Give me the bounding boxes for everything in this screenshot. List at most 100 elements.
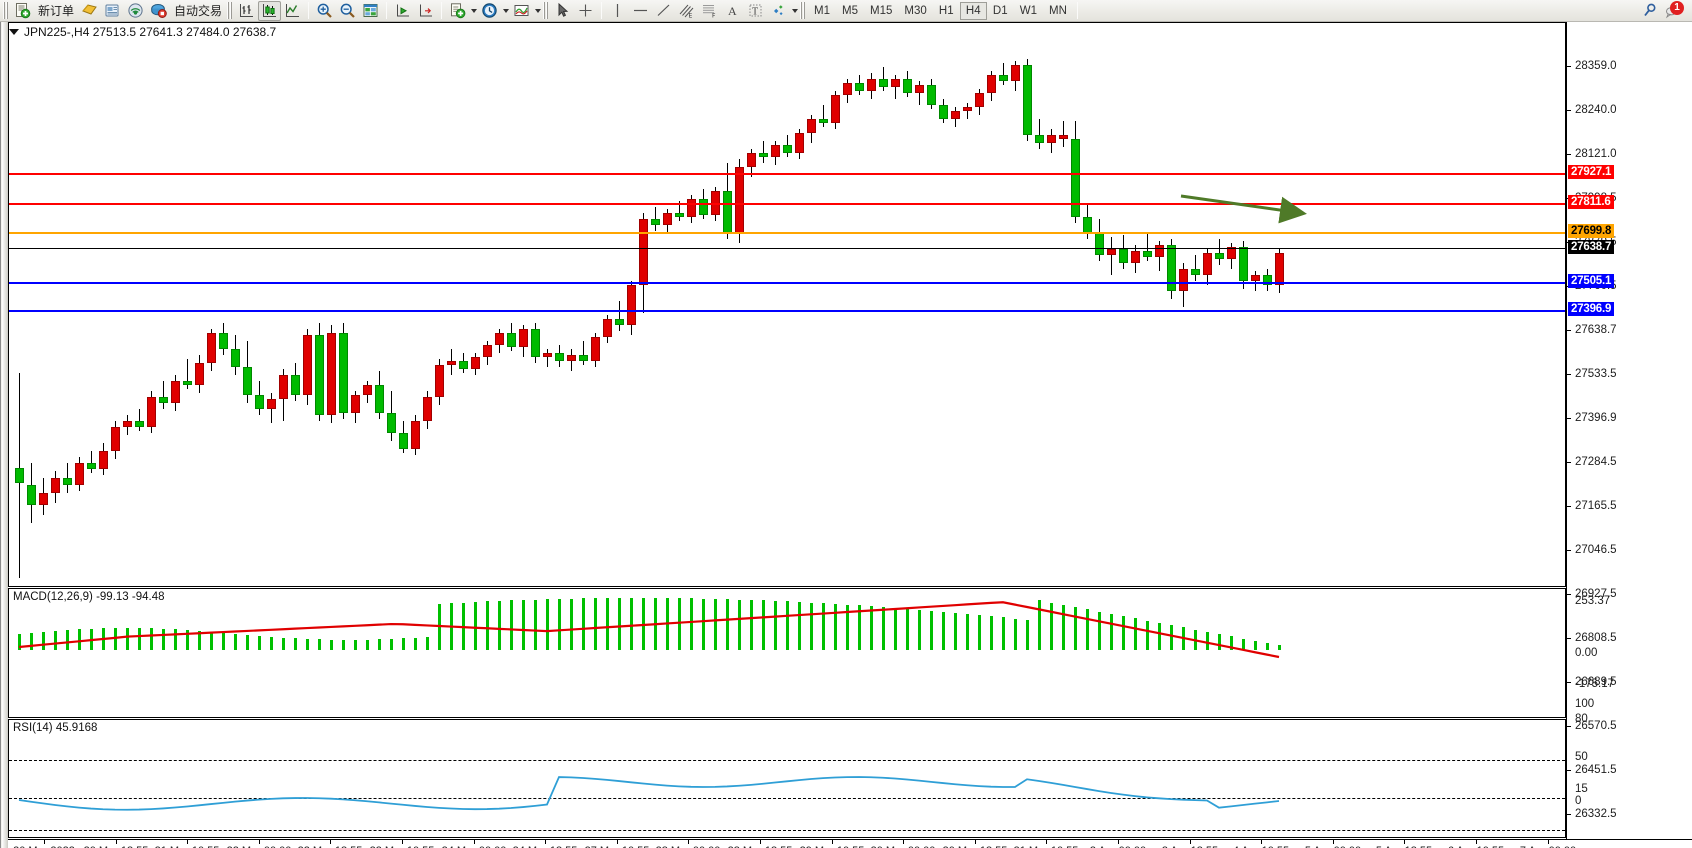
price-level-line-27638.7[interactable] — [9, 248, 1565, 249]
profile-icon[interactable] — [78, 1, 101, 21]
signals-icon[interactable] — [124, 1, 147, 21]
price-level-line-27505.1[interactable] — [9, 282, 1565, 284]
vline-icon[interactable] — [606, 1, 629, 21]
timeframe-mn[interactable]: MN — [1049, 4, 1067, 17]
timeframe-h4[interactable]: H4 — [959, 1, 987, 20]
price-level-badge-27505.1[interactable]: 27505.1 — [1568, 274, 1615, 288]
candle-wick — [163, 381, 164, 409]
price-level-badge-27396.9[interactable]: 27396.9 — [1568, 302, 1615, 316]
main-toolbar: 新订单 — [0, 0, 1692, 22]
toolbar-grip-4[interactable] — [800, 2, 806, 19]
timeframe-d1[interactable]: D1 — [992, 4, 1008, 17]
auto-trading-label[interactable]: 自动交易 — [174, 4, 223, 18]
news-icon[interactable] — [101, 1, 124, 21]
chart-vertical-scroll-rail[interactable] — [1, 22, 8, 848]
macd-histogram-bar — [78, 629, 81, 650]
macd-histogram-bar — [1122, 616, 1125, 650]
text-icon[interactable]: T — [744, 1, 767, 21]
hline-icon[interactable] — [629, 1, 652, 21]
chart-area[interactable]: JPN225-,H4 27513.5 27641.3 27484.0 27638… — [0, 22, 1692, 848]
rsi-indicator-panel[interactable]: RSI(14) 45.9168 — [8, 719, 1566, 838]
timeframe-h1[interactable]: H1 — [938, 4, 954, 17]
price-level-line-27699.8[interactable] — [9, 232, 1565, 234]
zoom-in-icon[interactable] — [313, 1, 336, 21]
time-scale-axis[interactable]: 20 Mar 2023 20 Mar 18:55 21 Mar 10:55 22 Ma… — [8, 839, 1692, 848]
alerts-badge-count: 1 — [1670, 0, 1684, 15]
price-chart-panel[interactable] — [8, 22, 1566, 587]
macd-scale-zero: 0.00 — [1575, 647, 1598, 659]
timeframe-m30[interactable]: M30 — [904, 4, 927, 17]
time-tick-label: 21 Mar 10:55 — [155, 845, 220, 848]
search-icon[interactable] — [1638, 1, 1661, 21]
candle-body — [759, 153, 768, 157]
templates-icon[interactable] — [446, 1, 469, 21]
candle-body — [171, 381, 180, 403]
candle-wick — [1003, 63, 1004, 85]
price-level-badge-27811.6[interactable]: 27811.6 — [1568, 195, 1614, 209]
macd-histogram-bar — [1038, 600, 1041, 650]
time-tick-label: 7 Apr 00:00 — [1520, 845, 1576, 848]
macd-histogram-bar — [654, 598, 657, 650]
indicators-icon[interactable] — [510, 1, 533, 21]
price-level-badge-27927.1[interactable]: 27927.1 — [1568, 165, 1615, 179]
equidistant-channel-icon[interactable]: E — [675, 1, 698, 21]
macd-histogram-bar — [990, 616, 993, 650]
crosshair-icon[interactable] — [574, 1, 597, 21]
chart-menu-caret-icon[interactable] — [9, 29, 19, 35]
toolbar-grip-3[interactable] — [543, 2, 549, 19]
timeframe-m1[interactable]: M1 — [814, 4, 831, 17]
candle-body — [75, 463, 84, 485]
auto-scroll-icon[interactable] — [391, 1, 414, 21]
price-tick-label: 27533.5 — [1575, 368, 1617, 380]
time-tick-label: 30 Mar 00:00 — [871, 845, 936, 848]
candle-body — [735, 167, 744, 233]
price-level-badge-27638.7[interactable]: 27638.7 — [1568, 240, 1615, 254]
candle-wick — [583, 341, 584, 365]
timeframe-m15[interactable]: M15 — [870, 4, 893, 17]
trendline-icon[interactable] — [652, 1, 675, 21]
macd-histogram-bar — [1206, 631, 1209, 650]
price-level-line-27811.6[interactable] — [9, 203, 1565, 205]
new-order-icon[interactable] — [11, 1, 34, 21]
zoom-out-icon[interactable] — [336, 1, 359, 21]
price-level-line-27396.9[interactable] — [9, 310, 1565, 312]
candle-body — [351, 395, 360, 413]
alerts-icon[interactable]: 1 — [1661, 0, 1684, 21]
objects-dropdown-caret-icon[interactable] — [790, 9, 799, 13]
candle-body — [771, 145, 780, 157]
auto-trading-icon[interactable] — [147, 1, 170, 21]
indicators-dropdown-caret-icon[interactable] — [533, 9, 542, 13]
fibonacci-icon[interactable]: F — [698, 1, 721, 21]
macd-histogram-bar — [150, 628, 153, 650]
timeframe-w1[interactable]: W1 — [1019, 4, 1037, 17]
timeframe-m5[interactable]: M5 — [842, 4, 858, 17]
templates-dropdown-caret-icon[interactable] — [469, 9, 478, 13]
period-icon[interactable] — [478, 1, 501, 21]
period-dropdown-caret-icon[interactable] — [501, 9, 510, 13]
text-label-icon[interactable]: A — [721, 1, 744, 21]
macd-histogram-bar — [1194, 629, 1197, 650]
macd-histogram-bar — [414, 637, 417, 650]
candle-body — [1083, 217, 1092, 233]
toolbar-grip-2[interactable] — [227, 2, 233, 19]
new-order-label[interactable]: 新订单 — [38, 4, 75, 18]
candle-body — [963, 107, 972, 111]
candlestick-icon[interactable] — [258, 0, 282, 21]
price-scale-axis[interactable]: 28359.028240.028121.027998.527879.527760… — [1566, 22, 1692, 839]
price-level-badge-27699.8[interactable]: 27699.8 — [1568, 224, 1615, 238]
macd-indicator-panel[interactable]: MACD(12,26,9) -99.13 -94.48 — [8, 588, 1566, 718]
time-tick — [44, 840, 45, 844]
chart-shift-icon[interactable] — [414, 1, 437, 21]
bar-chart-icon[interactable] — [235, 1, 258, 21]
candle-body — [543, 353, 552, 357]
candle-body — [1191, 269, 1200, 275]
price-level-line-27927.1[interactable] — [9, 173, 1565, 175]
candle-body — [39, 493, 48, 505]
objects-icon[interactable] — [767, 1, 790, 21]
data-window-icon[interactable] — [359, 1, 382, 21]
toolbar-grip-1[interactable] — [3, 2, 8, 19]
candle-body — [183, 381, 192, 385]
cursor-icon[interactable] — [551, 1, 574, 21]
time-tick-label: 24 Mar 18:55 — [513, 845, 578, 848]
line-chart-icon[interactable] — [281, 1, 304, 21]
